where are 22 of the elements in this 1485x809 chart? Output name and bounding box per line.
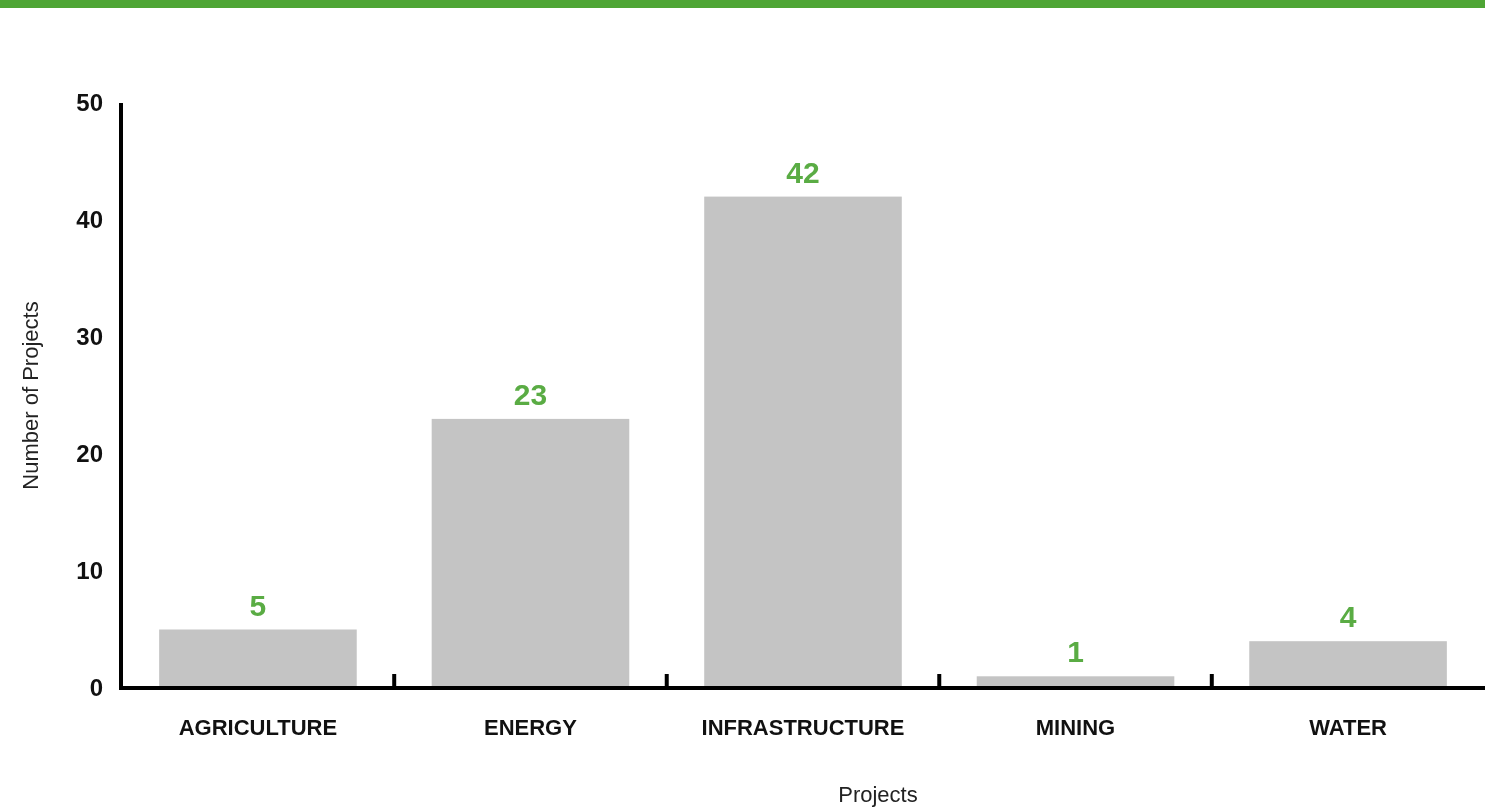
- y-tick-label: 40: [76, 206, 103, 234]
- x-tick-label: INFRASTRUCTURE: [701, 715, 905, 740]
- x-tick-label: AGRICULTURE: [178, 715, 338, 740]
- x-tick-label: ENERGY: [484, 715, 578, 740]
- x-tick-label: WATER: [1309, 715, 1388, 740]
- bar: [159, 629, 357, 688]
- y-tick-label: 30: [76, 323, 103, 351]
- bar: [704, 196, 902, 688]
- y-tick-label: 50: [76, 89, 103, 117]
- x-tick-label: MINING: [1035, 715, 1116, 740]
- data-label: 42: [786, 155, 820, 189]
- x-axis-title: Projects: [838, 782, 918, 807]
- y-tick-label: 20: [76, 440, 103, 468]
- data-label: 1: [1067, 635, 1084, 669]
- bar: [431, 418, 630, 688]
- bar: [1249, 641, 1447, 688]
- y-axis-title: Number of Projects: [18, 301, 43, 490]
- data-label: 4: [1339, 600, 1357, 634]
- y-tick-label: 0: [89, 674, 103, 702]
- y-tick-label: 10: [76, 557, 103, 585]
- data-label: 23: [513, 377, 548, 411]
- data-label: 5: [249, 588, 267, 622]
